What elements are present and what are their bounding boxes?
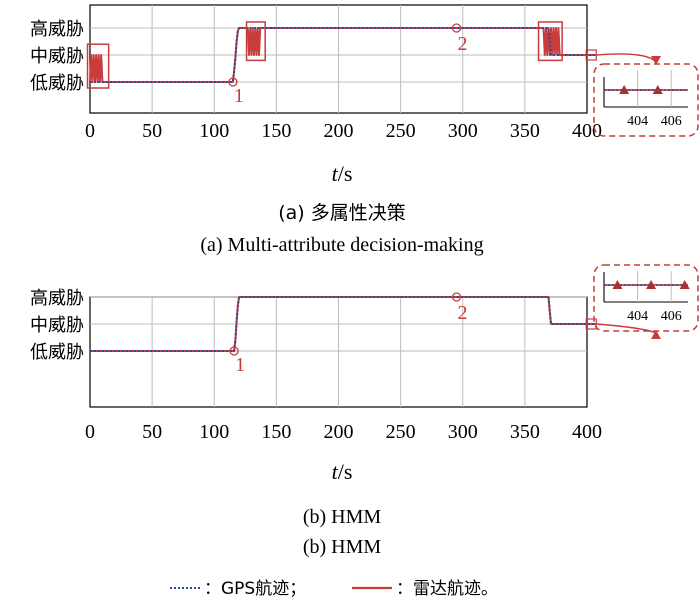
panel-b-xlabel-var: t — [332, 459, 339, 484]
panel-a-zoom-arrow-head — [651, 56, 661, 65]
panel-a-x-tick-350: 350 — [510, 120, 540, 142]
panel-b-inset-tick-406: 406 — [661, 309, 682, 324]
panel-b-marker-label-2: 2 — [458, 302, 468, 324]
panel-a-x-tick-150: 150 — [261, 120, 291, 142]
panel-b-x-tick-100: 100 — [199, 421, 229, 443]
panel-b-gps-line — [90, 296, 596, 352]
panel-a-inset-frame — [593, 63, 699, 137]
panel-b-inset-frame — [593, 264, 699, 332]
panel-b-x-tick-200: 200 — [324, 421, 354, 443]
panel-a-x-tick-200: 200 — [324, 120, 354, 142]
panel-b-y-tick-0: 低威胁 — [30, 342, 84, 363]
panel-a-caption-en: (a) Multi-attribute decision-making — [200, 234, 483, 256]
panel-a-marker-label-2: 2 — [458, 33, 468, 55]
panel-b-x-tick-350: 350 — [510, 421, 540, 443]
panel-b-marker-circle-2 — [451, 292, 462, 302]
panel-a-y-tick-1: 中威胁 — [30, 46, 84, 67]
panel-b-zoom-arrow — [596, 323, 657, 334]
panel-b-inset-marker-0 — [612, 280, 623, 289]
panel-b-inset-marker-2 — [679, 280, 690, 289]
panel-b-x-tick-0: 0 — [85, 421, 95, 443]
panel-a-y-tick-2: 高威胁 — [30, 19, 84, 40]
panel-a: 0 50 100 150 200 250 300 350 400 低威胁 中威胁 高威胁 1 2 404 40… — [30, 4, 699, 142]
panel-a-x-tick-250: 250 — [386, 120, 416, 142]
panel-b-inset-tick-404: 404 — [627, 309, 648, 324]
panel-a-marker-circle-1 — [228, 77, 238, 87]
panel-a-y-tick-0: 低威胁 — [30, 73, 84, 94]
panel-a-xlabel: t/s — [332, 161, 353, 186]
panel-b-x-tick-400: 400 — [572, 421, 602, 443]
panel-a-xlabel-var: t — [332, 161, 339, 186]
panel-a-xlabel-unit: /s — [338, 161, 353, 186]
panel-b-x-tick-150: 150 — [261, 421, 291, 443]
panel-b-x-tick-50: 50 — [142, 421, 162, 443]
panel-a-x-tick-100: 100 — [199, 120, 229, 142]
panel-b-x-tick-250: 250 — [386, 421, 416, 443]
panel-b-x-tick-300: 300 — [448, 421, 478, 443]
panel-a-zoom-arrow — [596, 53, 657, 63]
panel-a-marker-label-1: 1 — [234, 85, 244, 107]
legend-radar-label: ：雷达航迹。 — [396, 579, 498, 599]
panel-a-inset-marker-1 — [652, 85, 663, 94]
legend: ：GPS航迹； ：雷达航迹。 — [170, 579, 498, 599]
panel-b-xlabel-unit: /s — [338, 459, 353, 484]
panel-a-highlight-box-0 — [86, 43, 110, 89]
panel-a-inset-tick-404: 404 — [627, 114, 648, 129]
panel-b-inset-marker-1 — [646, 280, 657, 289]
panel-b-caption-en: (b) HMM — [303, 536, 382, 558]
panel-b-y-tick-1: 中威胁 — [30, 315, 84, 336]
panel-a-highlight-box-2 — [537, 21, 563, 62]
panel-a-highlight-box-1 — [245, 21, 266, 62]
panel-b-marker-circle-1 — [229, 346, 239, 356]
panel-a-x-tick-300: 300 — [448, 120, 478, 142]
panel-b: 0 50 100 150 200 250 300 350 400 低威胁 中威胁 高威胁 1 2 404 40… — [30, 264, 699, 443]
panel-a-radar-line — [89, 27, 596, 83]
panel-b-zoom-arrow-head — [651, 330, 661, 339]
panel-a-marker-circle-2 — [451, 23, 462, 33]
panel-a-caption-cn: (a) 多属性决策 — [278, 202, 406, 224]
panel-b-caption-cn: (b) HMM — [303, 506, 382, 528]
panel-a-x-tick-0: 0 — [85, 120, 95, 142]
panel-a-x-tick-50: 50 — [142, 120, 162, 142]
panel-b-xlabel: t/s — [332, 459, 353, 484]
panel-a-x-tick-400: 400 — [572, 120, 602, 142]
panel-b-marker-label-1: 1 — [235, 354, 245, 376]
panel-b-y-tick-2: 高威胁 — [30, 288, 84, 309]
panel-a-inset-tick-406: 406 — [661, 114, 682, 129]
legend-gps-label: ：GPS航迹； — [204, 579, 306, 599]
panel-a-inset-marker-0 — [619, 85, 630, 94]
